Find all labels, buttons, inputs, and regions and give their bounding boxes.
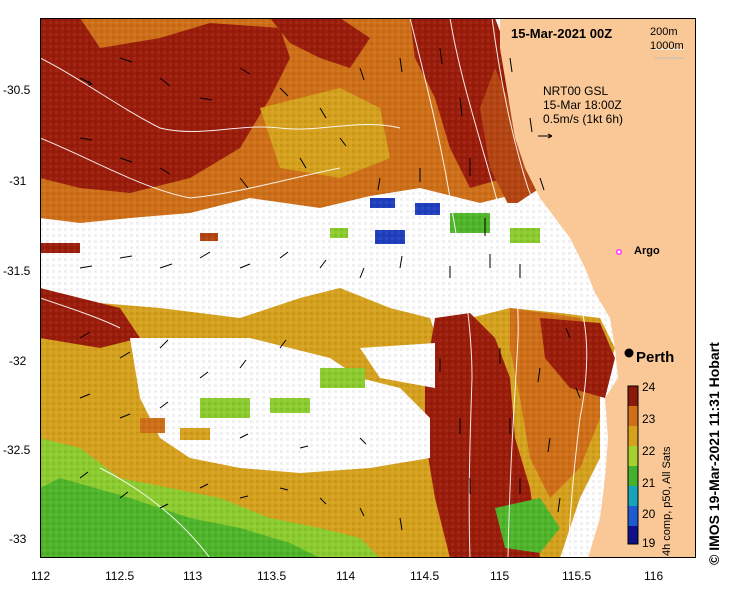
- colorbar-tick: 23: [642, 412, 655, 426]
- colorbar-tick: 21: [642, 476, 655, 490]
- x-tick-label: 114: [336, 569, 355, 583]
- source-line: NRT00 GSL: [543, 84, 608, 98]
- y-tick-label: -31.5: [3, 264, 30, 278]
- argo-float-marker: [616, 249, 622, 255]
- contour-label-1000m: 1000m: [650, 40, 684, 52]
- colorbar: [628, 386, 638, 544]
- source-time: 15-Mar 18:00Z: [543, 98, 622, 112]
- y-tick-label: -32.5: [3, 443, 30, 457]
- x-tick-label: 113.5: [257, 569, 286, 583]
- perth-label: Perth: [636, 349, 674, 366]
- y-tick-label: -31: [9, 174, 26, 188]
- y-tick-label: -30.5: [3, 83, 30, 97]
- colorbar-tick: 20: [642, 507, 655, 521]
- colorbar-tick: 24: [642, 380, 655, 394]
- sst-map[interactable]: 15-Mar-2021 00Z 200m 1000m NRT00 GSL 15-…: [40, 18, 696, 558]
- argo-label: Argo: [634, 245, 660, 257]
- x-tick-label: 113: [183, 569, 202, 583]
- colorbar-caption: 4h comp, p50, All Sats: [661, 447, 673, 556]
- y-tick-label: -32: [9, 354, 26, 368]
- map-date-title: 15-Mar-2021 00Z: [511, 26, 612, 41]
- x-tick-label: 112.5: [105, 569, 134, 583]
- colorbar-tick: 22: [642, 444, 655, 458]
- x-tick-label: 114.5: [410, 569, 439, 583]
- scale-label: 0.5m/s (1kt 6h): [543, 112, 623, 126]
- y-tick-label: -33: [9, 532, 26, 546]
- x-tick-label: 116: [644, 569, 663, 583]
- colorbar-tick: 19: [642, 536, 655, 550]
- perth-marker: [625, 349, 634, 358]
- x-tick-label: 112: [31, 569, 50, 583]
- contour-label-200m: 200m: [650, 26, 678, 38]
- x-tick-label: 115: [490, 569, 509, 583]
- x-tick-label: 115.5: [562, 569, 591, 583]
- imos-credit: © IMOS 19-Mar-2021 11:31 Hobart: [706, 342, 722, 565]
